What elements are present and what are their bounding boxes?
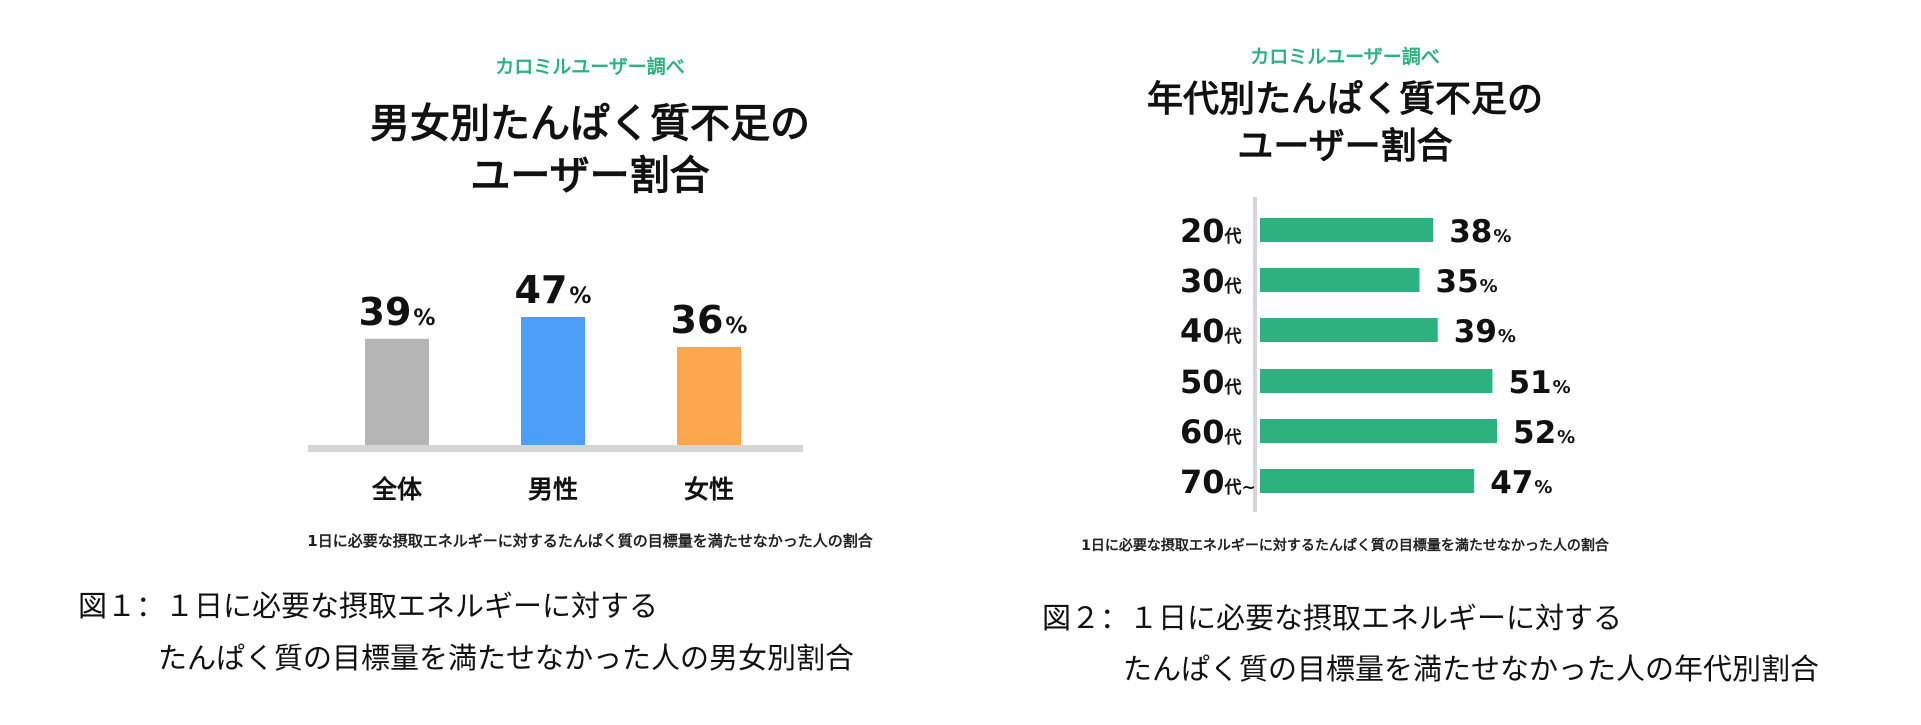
data-label-5: 47% <box>1490 465 1552 501</box>
category-label-0: 全体 <box>371 475 423 504</box>
category-label-1: 男性 <box>528 475 578 504</box>
age-bar-chart: 20代 38% 30代 35% 40代 39% 50代 51% 60代 52% 70代~ 47% <box>1180 197 1575 512</box>
chart-panel-age: カロミルユーザー調べ 年代別たんぱく質不足の ユーザー割合 20代 38% 30代 3… <box>1015 12 1675 572</box>
chart-title-line-2: ユーザー割合 <box>1237 125 1453 167</box>
chart-panel-gender: カロミルユーザー調べ 男女別たんぱく質不足の ユーザー割合 39% 全体 47% 男性… <box>280 20 900 560</box>
chart-title: 男女別たんぱく質不足の ユーザー割合 <box>280 98 900 202</box>
data-label-0: 38% <box>1449 214 1511 250</box>
data-label-3: 51% <box>1508 365 1570 401</box>
bar-0 <box>1260 218 1434 242</box>
bar-1 <box>521 317 585 445</box>
category-label-2: 40代 <box>1180 312 1242 350</box>
figure-caption-2-line-1: 図２：１日に必要な摂取エネルギーに対する <box>1042 601 1623 635</box>
category-label-2: 女性 <box>684 475 734 504</box>
data-label-1: 47% <box>515 268 592 312</box>
gender-bar-chart: 39% 全体 47% 男性 36% 女性 <box>308 268 803 504</box>
data-label-2: 39% <box>1454 314 1516 350</box>
data-label-2: 36% <box>671 298 748 342</box>
chart-source: カロミルユーザー調べ <box>1250 46 1440 68</box>
chart-source: カロミルユーザー調べ <box>495 56 685 78</box>
data-label-4: 52% <box>1513 415 1575 451</box>
chart-footnote: 1日に必要な摂取エネルギーに対するたんぱく質の目標量を満たせなかった人の割合 <box>1081 538 1609 554</box>
data-label-1: 35% <box>1436 264 1498 300</box>
bar-0 <box>365 338 429 445</box>
category-label-1: 30代 <box>1180 262 1242 300</box>
figure-caption-1-line-1: 図１：１日に必要な摂取エネルギーに対する <box>78 589 659 623</box>
figure-caption-2-line-2: たんぱく質の目標量を満たせなかった人の年代別割合 <box>1123 652 1820 686</box>
bar-2 <box>677 346 741 445</box>
chart-title: 年代別たんぱく質不足の ユーザー割合 <box>1015 77 1675 171</box>
bar-1 <box>1260 268 1420 292</box>
chart-title-line-1: 男女別たんぱく質不足の <box>370 101 810 147</box>
bar-2 <box>1260 318 1438 342</box>
category-label-0: 20代 <box>1180 212 1242 250</box>
chart-footnote: 1日に必要な摂取エネルギーに対するたんぱく質の目標量を満たせなかった人の割合 <box>307 532 873 550</box>
chart-title-line-2: ユーザー割合 <box>470 153 710 199</box>
category-label-4: 60代 <box>1180 413 1242 451</box>
data-label-0: 39% <box>359 290 436 334</box>
bar-3 <box>1260 369 1493 393</box>
figure-caption-1-line-2: たんぱく質の目標量を満たせなかった人の男女別割合 <box>158 641 855 675</box>
x-axis-line <box>308 445 803 452</box>
y-axis-line <box>1253 197 1257 512</box>
category-label-3: 50代 <box>1180 363 1242 401</box>
bar-4 <box>1260 419 1497 443</box>
chart-title-line-1: 年代別たんぱく質不足の <box>1146 79 1543 120</box>
bar-5 <box>1260 469 1475 493</box>
category-label-5: 70代~ <box>1180 463 1256 501</box>
